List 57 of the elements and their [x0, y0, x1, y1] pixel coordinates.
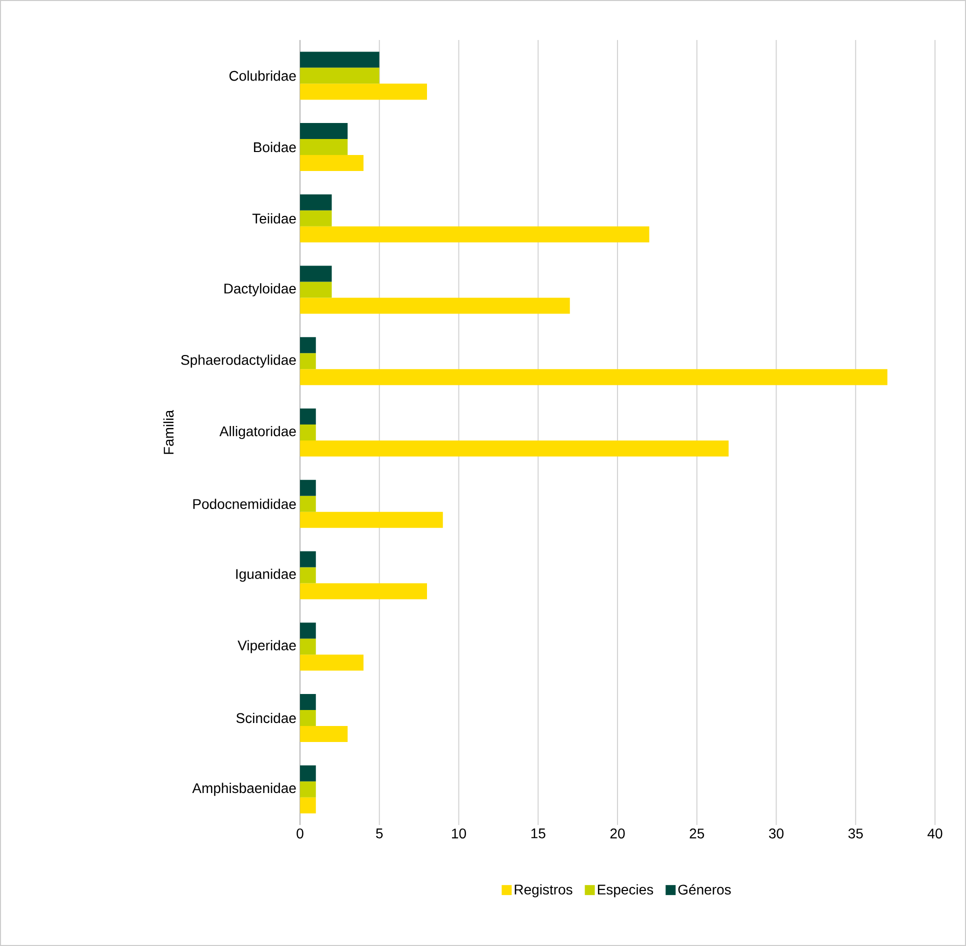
- bar: [300, 551, 316, 568]
- y-tick-label: Colubridae: [229, 70, 296, 81]
- bar: [300, 424, 316, 441]
- bar: [300, 210, 332, 226]
- bar: [300, 654, 364, 671]
- bar: [300, 408, 316, 425]
- bar: [300, 337, 316, 354]
- x-tick-label: 0: [296, 828, 304, 838]
- bar: [300, 84, 427, 100]
- bar: [300, 512, 443, 528]
- y-tick-label: Podocnemididae: [193, 498, 296, 510]
- bar: [300, 797, 316, 814]
- bar: [300, 266, 332, 282]
- y-tick-label: Sphaerodactylidae: [181, 354, 296, 368]
- bar: [300, 440, 729, 457]
- y-tick-label: Viperidae: [238, 640, 296, 654]
- bar: [300, 52, 380, 68]
- bar: [300, 765, 316, 782]
- bar: [300, 710, 316, 726]
- bar: [300, 638, 316, 655]
- x-tick-label: 40: [928, 828, 942, 838]
- bar: [300, 282, 332, 298]
- bar: [300, 480, 316, 496]
- y-tick-label: Alligatoridae: [219, 426, 296, 440]
- bar: [300, 726, 348, 742]
- bar: [300, 583, 427, 600]
- legend-label: Registros: [514, 884, 572, 898]
- bar: [300, 298, 570, 314]
- bar: [300, 622, 316, 639]
- bar: [300, 496, 316, 512]
- bar: [300, 567, 316, 584]
- x-tick-label: 5: [376, 828, 383, 838]
- bar: [300, 123, 348, 140]
- y-tick-label: Dactyloidae: [224, 283, 296, 296]
- legend-label: Especies: [598, 884, 654, 898]
- y-tick-label: Scincidae: [236, 712, 296, 724]
- bar: [300, 68, 380, 84]
- y-tick-label: Teiidae: [252, 213, 296, 224]
- bar: [300, 226, 650, 242]
- x-tick-label: 25: [690, 828, 704, 838]
- y-tick-label: Amphisbaenidae: [192, 782, 296, 796]
- x-tick-label: 20: [610, 828, 625, 838]
- y-axis-title: Familia: [163, 410, 174, 454]
- x-tick-label: 35: [848, 828, 863, 838]
- bar: [300, 194, 332, 210]
- y-tick-label: Boidae: [254, 142, 296, 152]
- x-tick-label: 10: [452, 828, 466, 838]
- bar: [300, 139, 348, 156]
- y-tick-label: Iguanidae: [236, 568, 296, 582]
- legend-label: Géneros: [678, 884, 731, 895]
- bar: [300, 155, 364, 172]
- bar: [300, 694, 316, 710]
- x-tick-label: 15: [531, 828, 546, 838]
- bar: [300, 781, 316, 798]
- x-tick-label: 30: [769, 828, 784, 838]
- bar: [300, 369, 888, 386]
- bar: [300, 353, 316, 370]
